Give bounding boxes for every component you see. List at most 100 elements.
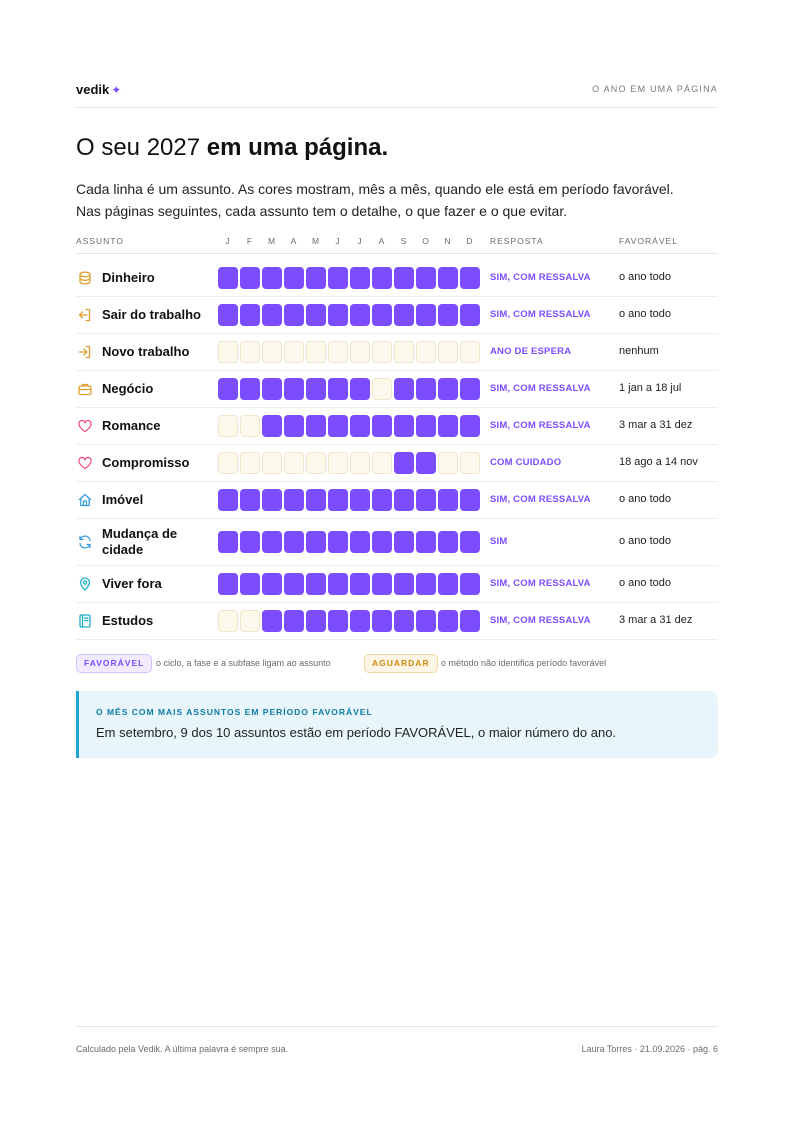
coins-icon [77, 270, 93, 286]
legend-favorable-badge: FAVORÁVEL [76, 654, 153, 673]
month-cell-wait [284, 452, 304, 474]
answer-label: SIM, COM RESSALVA [490, 309, 591, 320]
answer-label: ANO DE ESPERA [490, 346, 572, 357]
month-cell-wait [240, 415, 260, 437]
month-cell-favorable [438, 489, 458, 511]
month-cell-wait [218, 452, 238, 474]
month-header: J [225, 236, 231, 246]
month-cell-favorable [350, 531, 370, 553]
title-normal: O seu 2027 [76, 134, 207, 161]
month-cell-favorable [460, 304, 480, 326]
brand-name: vedik [76, 82, 110, 97]
subject-label: Estudos [102, 613, 154, 628]
month-cell-wait [306, 341, 326, 363]
favorable-period: 1 jan a 18 jul [619, 382, 682, 394]
subject-label: Mudança de cidade [102, 526, 178, 557]
month-cells [218, 341, 482, 363]
answer-label: SIM, COM RESSALVA [490, 420, 591, 431]
month-cell-favorable [372, 531, 392, 553]
month-cell-wait [438, 341, 458, 363]
month-cell-wait [240, 452, 260, 474]
month-cell-favorable [416, 610, 436, 632]
favorable-period: 18 ago a 14 nov [619, 456, 698, 468]
subject-label: Negócio [102, 381, 154, 396]
subject-row: Imóvel SIM, COM RESSALVA o ano todo [76, 482, 718, 519]
subject-label: Romance [102, 418, 161, 433]
table-header: ASSUNTO RESPOSTA FAVORÁVEL J F M A M J J A S O N D [76, 234, 718, 254]
house-icon [77, 492, 93, 508]
col-answer-header: RESPOSTA [490, 236, 544, 246]
month-cell-favorable [350, 573, 370, 595]
month-cell-favorable [284, 304, 304, 326]
month-cell-favorable [438, 573, 458, 595]
month-cell-favorable [416, 267, 436, 289]
answer-label: SIM, COM RESSALVA [490, 383, 591, 394]
month-cells [218, 267, 482, 289]
month-cell-wait [306, 452, 326, 474]
month-cell-wait [328, 341, 348, 363]
answer-label: COM CUIDADO [490, 457, 562, 468]
month-cell-favorable [328, 378, 348, 400]
subject-row: Novo trabalho ANO DE ESPERA nenhum [76, 334, 718, 371]
heart-icon [77, 418, 93, 434]
month-header: O [422, 236, 430, 246]
month-cell-favorable [240, 304, 260, 326]
answer-label: SIM, COM RESSALVA [490, 578, 591, 589]
subject-label: Sair do trabalho [102, 307, 201, 322]
answer-label: SIM, COM RESSALVA [490, 494, 591, 505]
month-cell-favorable [328, 489, 348, 511]
month-cells [218, 304, 482, 326]
col-subject-header: ASSUNTO [76, 236, 124, 246]
title-bold: em uma página. [206, 134, 389, 161]
month-cell-favorable [372, 489, 392, 511]
page-title: O seu 2027 em uma página. [76, 134, 388, 162]
month-cell-wait [284, 341, 304, 363]
month-cell-favorable [306, 415, 326, 437]
month-cell-favorable [416, 531, 436, 553]
month-cell-favorable [438, 610, 458, 632]
month-cell-favorable [460, 531, 480, 553]
month-cell-favorable [350, 267, 370, 289]
month-cell-favorable [262, 610, 282, 632]
month-cell-favorable [438, 304, 458, 326]
month-cell-favorable [218, 489, 238, 511]
month-header: J [357, 236, 363, 246]
month-cell-favorable [284, 573, 304, 595]
month-cell-favorable [240, 267, 260, 289]
subject-row: Compromisso COM CUIDADO 18 ago a 14 nov [76, 445, 718, 482]
month-header: F [246, 236, 254, 246]
month-cell-wait [372, 341, 392, 363]
month-cell-favorable [394, 267, 414, 289]
month-cell-favorable [240, 489, 260, 511]
month-cell-wait [218, 415, 238, 437]
month-cell-favorable [372, 415, 392, 437]
month-cell-favorable [372, 267, 392, 289]
subject-label: Novo trabalho [102, 344, 190, 359]
highlight-callout: O MÊS COM MAIS ASSUNTOS EM PERÍODO FAVOR… [76, 691, 718, 758]
refresh-icon [77, 534, 93, 550]
month-cell-favorable [416, 452, 436, 474]
month-cell-favorable [284, 610, 304, 632]
favorable-period: o ano todo [619, 577, 671, 589]
answer-label: SIM [490, 536, 508, 547]
month-cell-favorable [218, 573, 238, 595]
subject-label: Imóvel [102, 492, 144, 507]
footer-note: Calculado pela Vedik. A última palavra é… [76, 1044, 289, 1054]
month-cell-wait [350, 452, 370, 474]
month-cell-favorable [328, 267, 348, 289]
month-cell-wait [416, 341, 436, 363]
month-cell-favorable [350, 304, 370, 326]
subject-row: Viver fora SIM, COM RESSALVA o ano todo [76, 566, 718, 603]
subject-row: Estudos SIM, COM RESSALVA 3 mar a 31 dez [76, 603, 718, 640]
month-cell-favorable [416, 489, 436, 511]
month-header: J [335, 236, 341, 246]
subject-row: Mudança de cidade SIM o ano todo [76, 519, 718, 566]
month-cell-favorable [394, 610, 414, 632]
subject-row: Romance SIM, COM RESSALVA 3 mar a 31 dez [76, 408, 718, 445]
month-cell-wait [460, 341, 480, 363]
month-cell-favorable [306, 531, 326, 553]
enter-icon [77, 344, 93, 360]
month-cell-favorable [328, 610, 348, 632]
month-cell-favorable [350, 610, 370, 632]
month-cell-favorable [306, 378, 326, 400]
